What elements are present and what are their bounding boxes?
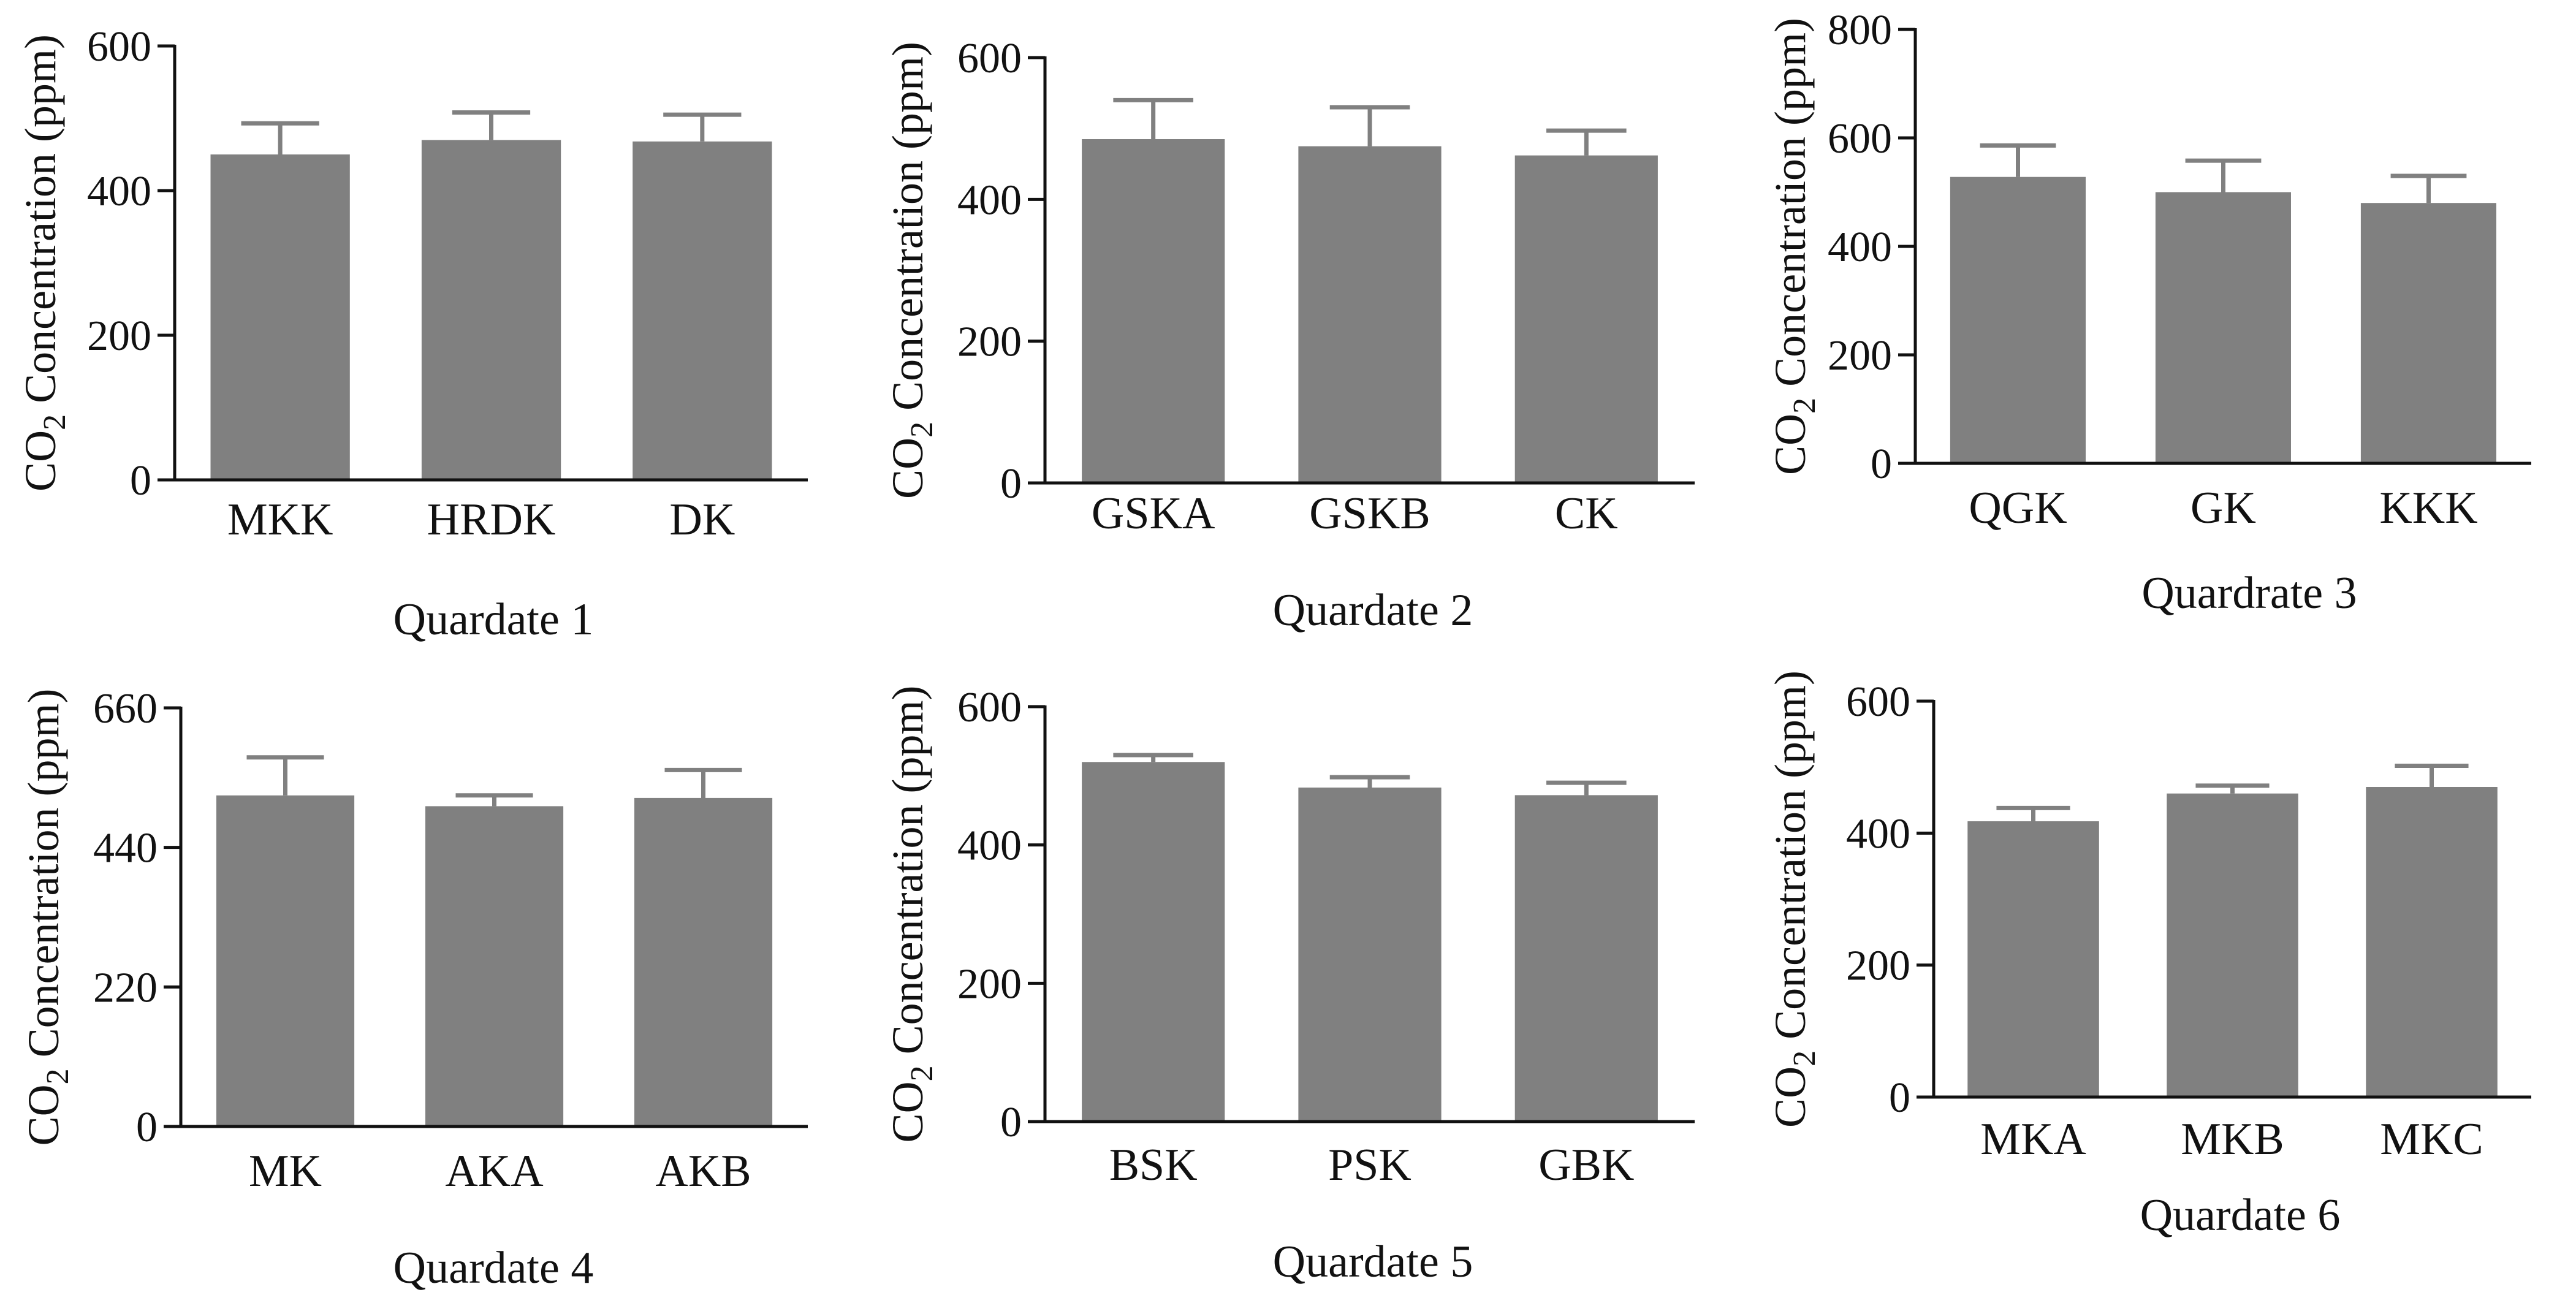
y-tick-label: 0 — [1871, 441, 1892, 488]
bar-mkb — [2167, 793, 2298, 1097]
x-tick-label: KKK — [2379, 483, 2477, 533]
x-tick-label: AKA — [445, 1146, 543, 1196]
y-axis-label-rest: Concentration (ppm) — [883, 686, 932, 1066]
y-tick-label: 400 — [1828, 224, 1892, 271]
y-axis-label-main: CO — [19, 1084, 68, 1145]
y-axis-label-rest: Concentration (ppm) — [1766, 18, 1815, 398]
chart-panel-6: MKA MKB MKC 0 200 400 600 CO2 Concentration (pp… — [1766, 670, 2531, 1240]
x-tick-label: DK — [669, 495, 735, 545]
y-tick-label: 0 — [130, 457, 151, 504]
x-tick-label: GSKA — [1092, 488, 1215, 539]
x-tick-label: MKK — [227, 495, 333, 545]
panel-title: Quardate 2 — [1273, 585, 1473, 636]
y-axis-label: CO2 Concentration (ppm) — [883, 686, 940, 1143]
bar-hrdk — [421, 140, 561, 480]
x-tick-label: GBK — [1538, 1140, 1634, 1190]
y-axis-label-main: CO — [16, 430, 65, 492]
y-axis-label-subscript: 2 — [905, 1065, 940, 1081]
y-tick-label: 600 — [957, 684, 1022, 731]
y-tick-label: 400 — [957, 822, 1022, 870]
panel-title: Quardate 4 — [393, 1243, 594, 1293]
bar-bsk — [1082, 762, 1225, 1122]
x-tick-label: BSK — [1109, 1140, 1198, 1190]
bar-akb — [634, 797, 773, 1126]
y-axis-label-subscript: 2 — [1787, 1050, 1822, 1066]
y-tick-label: 200 — [87, 313, 151, 360]
y-tick-label: 400 — [1846, 810, 1910, 857]
y-tick-label: 600 — [1846, 678, 1910, 726]
panel-title: Quardate 1 — [393, 595, 594, 645]
y-tick-label: 200 — [1828, 332, 1892, 379]
y-axis-label-main: CO — [1766, 414, 1815, 475]
bar-gska — [1082, 139, 1225, 483]
panel-title: Quardate 6 — [2140, 1190, 2341, 1240]
y-axis-label-rest: Concentration (ppm) — [19, 689, 68, 1069]
y-tick-label: 220 — [93, 964, 158, 1011]
panel-title: Quardrate 3 — [2141, 568, 2357, 618]
y-tick-label: 0 — [1000, 1099, 1022, 1146]
y-axis-label-main: CO — [883, 1081, 932, 1142]
x-tick-label: PSK — [1328, 1140, 1411, 1190]
chart-panel-2: GSKA GSKB CK 0 200 400 600 CO2 Concentration (p… — [883, 35, 1695, 636]
y-axis-label-subscript: 2 — [905, 422, 940, 438]
x-tick-label: MKB — [2181, 1114, 2284, 1164]
bar-kkk — [2360, 203, 2496, 463]
x-tick-label: CK — [1555, 488, 1618, 539]
y-axis-label: CO2 Concentration (ppm) — [1766, 670, 1822, 1128]
bar-aka — [425, 806, 564, 1126]
x-tick-label: MK — [249, 1146, 322, 1196]
y-tick-label: 0 — [136, 1104, 158, 1151]
y-axis-label-subscript: 2 — [40, 1068, 75, 1084]
bar-mkc — [2366, 787, 2498, 1097]
y-tick-label: 200 — [1846, 943, 1910, 990]
x-tick-label: AKB — [655, 1146, 751, 1196]
y-tick-label: 600 — [87, 23, 151, 70]
y-axis-label: CO2 Concentration (ppm) — [883, 42, 940, 499]
y-tick-label: 0 — [1000, 460, 1022, 507]
y-axis-label-main: CO — [883, 438, 932, 499]
bar-mka — [1967, 821, 2099, 1097]
y-axis-label-rest: Concentration (ppm) — [16, 34, 65, 414]
x-tick-label: MKA — [1980, 1114, 2086, 1164]
y-axis-label: CO2 Concentration (ppm) — [16, 34, 72, 492]
chart-panel-4: MK AKA AKB 0 220 440 660 CO2 Concentration (ppm… — [19, 685, 808, 1293]
y-axis-label-rest: Concentration (ppm) — [1766, 670, 1815, 1050]
x-tick-label: GSKB — [1309, 488, 1430, 539]
x-tick-label: MKC — [2380, 1114, 2483, 1164]
chart-panel-1: MKK HRDK DK 0 200 400 600 CO2 Concentration (pp… — [16, 23, 808, 645]
y-axis-label: CO2 Concentration (ppm) — [19, 689, 75, 1146]
bar-mkk — [210, 154, 350, 480]
bar-mk — [216, 795, 355, 1126]
y-tick-label: 660 — [93, 685, 158, 732]
y-axis-label-rest: Concentration (ppm) — [883, 42, 932, 422]
x-tick-label: HRDK — [427, 495, 556, 545]
x-tick-label: GK — [2190, 483, 2256, 533]
y-tick-label: 800 — [1828, 7, 1892, 54]
y-axis-label-main: CO — [1766, 1066, 1815, 1128]
y-tick-label: 200 — [957, 960, 1022, 1008]
y-tick-label: 0 — [1889, 1074, 1910, 1122]
bar-ck — [1514, 155, 1658, 484]
bar-gbk — [1514, 795, 1658, 1122]
y-axis-label-subscript: 2 — [1787, 398, 1822, 414]
y-tick-label: 600 — [1828, 115, 1892, 162]
bar-qgk — [1950, 177, 2086, 463]
bar-gk — [2155, 192, 2291, 463]
chart-panel-5: BSK PSK GBK 0 200 400 600 CO2 Concentration (pp… — [883, 684, 1695, 1287]
x-tick-label: QGK — [1969, 483, 2067, 533]
y-tick-label: 400 — [957, 177, 1022, 224]
panel-title: Quardate 5 — [1273, 1237, 1473, 1287]
y-tick-label: 600 — [957, 35, 1022, 82]
bar-psk — [1298, 788, 1442, 1122]
y-axis-label: CO2 Concentration (ppm) — [1766, 18, 1822, 475]
y-tick-label: 400 — [87, 168, 151, 215]
y-tick-label: 200 — [957, 319, 1022, 366]
bar-gskb — [1298, 146, 1442, 484]
bar-dk — [633, 141, 772, 481]
y-tick-label: 440 — [93, 825, 158, 872]
y-axis-label-subscript: 2 — [37, 414, 72, 430]
